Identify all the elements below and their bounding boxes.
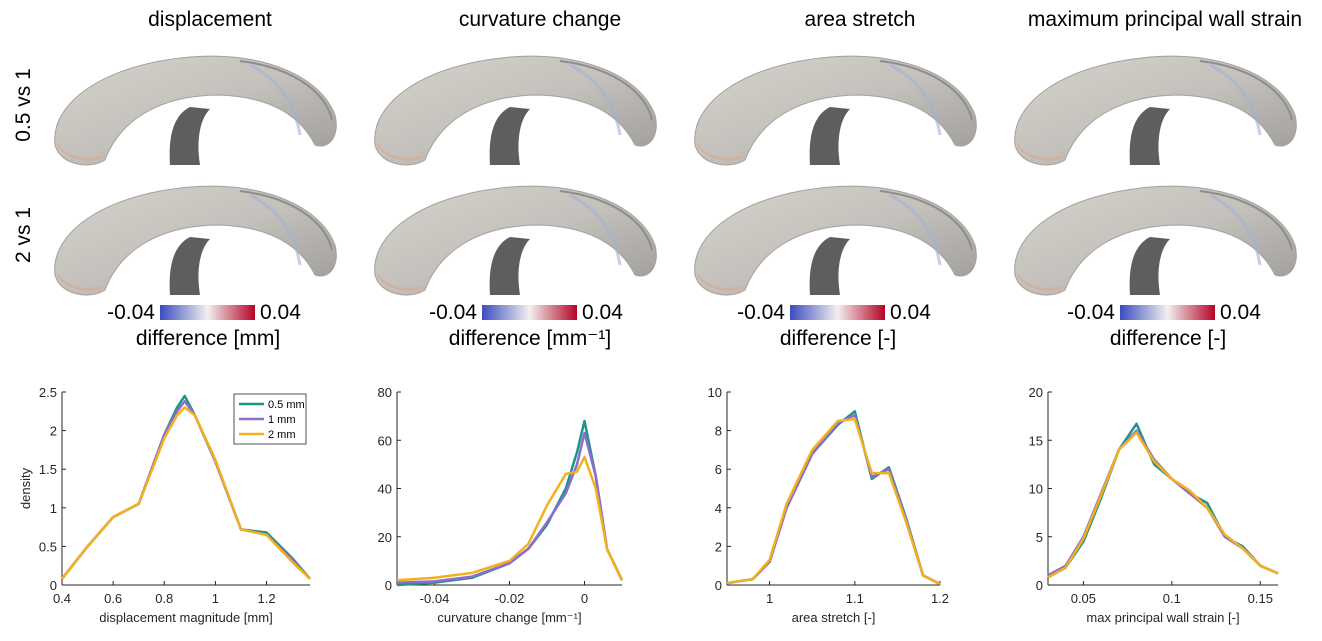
legend-label: 1 mm	[268, 414, 296, 426]
y-tick-label: 8	[715, 424, 722, 439]
y-tick-label: 0.5	[39, 539, 57, 554]
column-title: displacement	[148, 8, 272, 31]
colorbar-label: difference [-]	[1110, 327, 1226, 350]
colorbar-label: difference [mm]	[136, 327, 280, 350]
legend-label: 0.5 mm	[268, 399, 305, 411]
y-tick-label: 40	[378, 482, 392, 497]
colorbar	[1120, 305, 1215, 320]
colorbar-min: -0.04	[1067, 301, 1115, 324]
colorbar	[790, 305, 885, 320]
vessel-render	[375, 56, 657, 165]
x-tick-label: 1	[212, 591, 219, 606]
series-line	[1048, 433, 1278, 578]
x-tick-label: 0	[581, 591, 588, 606]
x-tick-label: 1.1	[846, 591, 864, 606]
series-line	[727, 415, 940, 584]
y-tick-label: 2	[50, 424, 57, 439]
colorbar	[160, 305, 255, 320]
column-title: area stretch	[805, 8, 916, 31]
x-tick-label: 0.8	[155, 591, 173, 606]
y-tick-label: 80	[378, 385, 392, 400]
vessel-render	[55, 56, 337, 165]
y-axis-label: density	[18, 467, 33, 509]
series-line	[397, 457, 622, 580]
x-axis-label: area stretch [-]	[792, 610, 876, 625]
row-label: 2 vs 1	[12, 207, 35, 263]
colorbar-label: difference [-]	[780, 327, 896, 350]
column-title: maximum principal wall strain	[1028, 8, 1302, 31]
column-title: curvature change	[459, 8, 621, 31]
colorbar-min: -0.04	[107, 301, 155, 324]
x-tick-label: 0.6	[104, 591, 122, 606]
y-tick-label: 1	[50, 501, 57, 516]
series-line	[727, 419, 940, 584]
series-line	[1048, 431, 1278, 576]
y-tick-label: 20	[1029, 385, 1043, 400]
x-axis-label: curvature change [mm⁻¹]	[437, 610, 581, 625]
row-label: 0.5 vs 1	[12, 68, 35, 142]
render-panels	[55, 56, 1297, 295]
vessel-render	[695, 186, 977, 295]
y-tick-label: 1.5	[39, 462, 57, 477]
x-tick-label: -0.02	[495, 591, 525, 606]
y-tick-label: 60	[378, 433, 392, 448]
x-tick-label: 1	[766, 591, 773, 606]
series-line	[727, 411, 940, 584]
colorbar-min: -0.04	[737, 301, 785, 324]
y-tick-label: 2.5	[39, 385, 57, 400]
colorbar-max: 0.04	[582, 301, 623, 324]
y-tick-label: 20	[378, 530, 392, 545]
colorbar-max: 0.04	[1220, 301, 1261, 324]
series-line	[1048, 424, 1278, 578]
x-tick-label: 1.2	[257, 591, 275, 606]
y-tick-label: 4	[715, 501, 722, 516]
x-tick-label: -0.04	[420, 591, 450, 606]
colorbar-max: 0.04	[890, 301, 931, 324]
vessel-render	[1015, 186, 1297, 295]
colorbar-label: difference [mm⁻¹]	[449, 327, 611, 350]
y-tick-label: 15	[1029, 433, 1043, 448]
y-tick-label: 5	[1036, 530, 1043, 545]
vessel-render	[1015, 56, 1297, 165]
x-tick-label: 0.4	[53, 591, 71, 606]
y-tick-label: 10	[1029, 482, 1043, 497]
y-tick-label: 10	[708, 385, 722, 400]
figure: displacement curvature change area stretch…	[0, 0, 1322, 636]
y-tick-label: 6	[715, 462, 722, 477]
x-axis-label: max principal wall strain [-]	[1086, 610, 1239, 625]
x-tick-label: 0.05	[1071, 591, 1096, 606]
x-tick-label: 0.1	[1163, 591, 1181, 606]
x-tick-label: 0.15	[1248, 591, 1273, 606]
y-tick-label: 0	[385, 578, 392, 593]
legend-label: 2 mm	[268, 429, 296, 441]
y-tick-label: 2	[715, 539, 722, 554]
vessel-render	[55, 186, 337, 295]
vessel-render	[695, 56, 977, 165]
y-tick-label: 0	[1036, 578, 1043, 593]
colorbar	[482, 305, 577, 320]
colorbar-min: -0.04	[429, 301, 477, 324]
y-tick-label: 0	[715, 578, 722, 593]
x-axis-label: displacement magnitude [mm]	[99, 610, 272, 625]
x-tick-label: 1.2	[931, 591, 949, 606]
colorbar-max: 0.04	[260, 301, 301, 324]
vessel-render	[375, 186, 657, 295]
